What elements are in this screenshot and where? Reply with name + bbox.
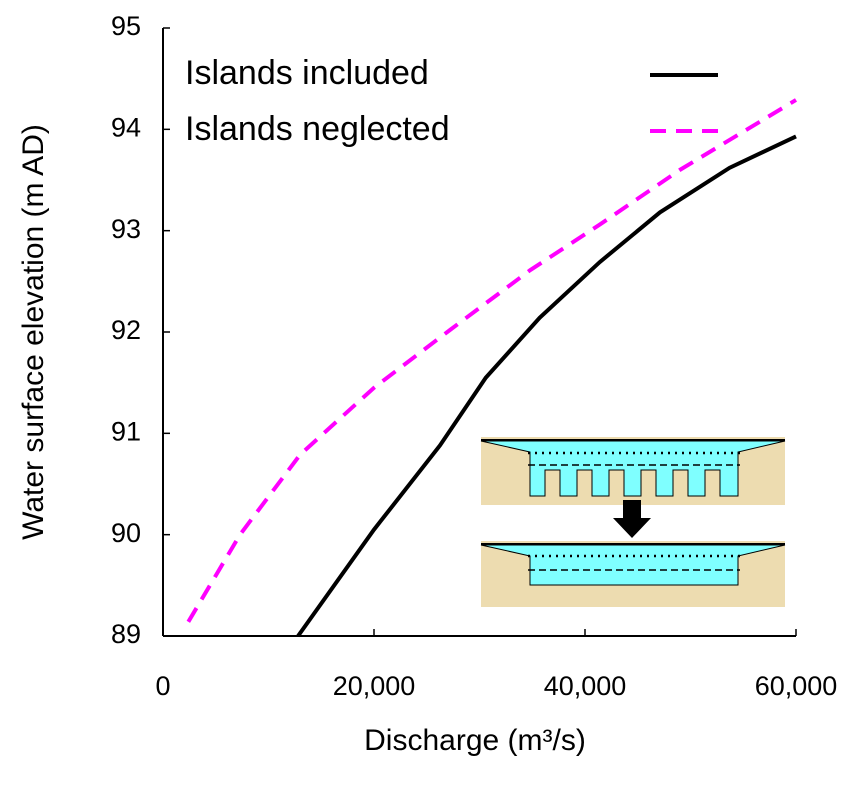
legend-label: Islands included	[185, 54, 429, 92]
y-tick-label: 90	[111, 518, 141, 548]
y-tick-label: 93	[111, 214, 141, 244]
inset-arrow	[613, 500, 651, 538]
x-tick-label: 0	[155, 671, 170, 701]
page: {"chart_data": {"type": "line", "xlabel"…	[0, 0, 856, 786]
x-tick-label: 20,000	[333, 671, 416, 701]
x-tick-label: 60,000	[755, 671, 838, 701]
legend-label: Islands neglected	[185, 110, 450, 148]
y-tick-label: 94	[111, 112, 141, 142]
chart: Water surface elevation (m AD) Discharge…	[0, 0, 856, 786]
y-tick-label: 92	[111, 315, 141, 345]
x-axis-label: Discharge (m³/s)	[364, 724, 586, 757]
y-axis-label: Water surface elevation (m AD)	[17, 124, 50, 540]
y-tick-label: 95	[111, 11, 141, 41]
inset-diagram	[481, 437, 785, 607]
y-tick-label: 89	[111, 619, 141, 649]
y-tick-label: 91	[111, 416, 141, 446]
x-tick-label: 40,000	[544, 671, 627, 701]
